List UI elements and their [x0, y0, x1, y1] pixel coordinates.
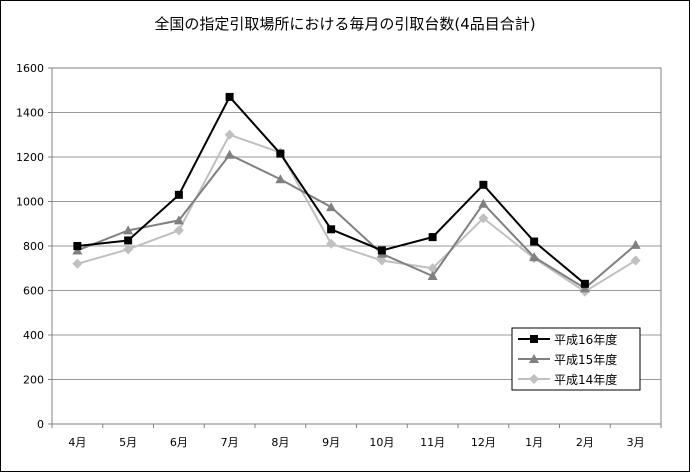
series-square — [73, 92, 589, 288]
legend-item: 平成15年度 — [518, 352, 617, 367]
y-tick-label: 600 — [23, 285, 44, 298]
data-point-triangle — [478, 198, 489, 208]
data-point-diamond — [123, 244, 134, 255]
y-tick-label: 1000 — [16, 196, 44, 209]
x-tick-label: 12月 — [471, 436, 496, 449]
chart-title: 全国の指定引取場所における毎月の引取台数(4品目合計) — [154, 15, 535, 33]
y-tick-label: 1200 — [16, 151, 44, 164]
data-point-triangle — [123, 225, 134, 235]
data-point-triangle — [529, 354, 539, 363]
y-tick-label: 400 — [23, 329, 44, 342]
data-point-square — [327, 225, 336, 234]
data-point-square — [377, 246, 386, 255]
y-tick-label: 0 — [37, 418, 44, 431]
x-tick-label: 11月 — [420, 436, 445, 449]
legend-label: 平成15年度 — [554, 352, 617, 367]
data-point-diamond — [376, 255, 387, 266]
x-tick-label: 7月 — [221, 436, 239, 449]
legend-item: 平成16年度 — [518, 332, 617, 347]
x-tick-label: 10月 — [369, 436, 394, 449]
series-line — [77, 133, 637, 293]
data-point-triangle — [275, 174, 286, 184]
data-point-diamond — [173, 225, 184, 236]
series-triangle — [72, 149, 641, 293]
x-tick-label: 3月 — [627, 436, 645, 449]
data-point-diamond — [72, 258, 83, 269]
data-point-square — [174, 190, 183, 199]
data-point-diamond — [224, 129, 235, 140]
x-tick-label: 9月 — [322, 436, 340, 449]
x-tick-label: 8月 — [271, 436, 289, 449]
x-tick-label: 2月 — [576, 436, 594, 449]
y-tick-label: 1400 — [16, 107, 44, 120]
series-group — [72, 92, 641, 297]
data-point-square — [580, 279, 589, 288]
x-tick-label: 6月 — [170, 436, 188, 449]
y-tick-label: 1600 — [16, 62, 44, 75]
data-point-triangle — [427, 271, 438, 281]
data-point-triangle — [529, 252, 540, 262]
data-point-square — [73, 242, 82, 250]
data-point-square — [124, 236, 133, 245]
y-axis: 0 200 400 600 800 1000 1200 1400 1600 — [16, 62, 52, 431]
gridlines — [52, 112, 661, 380]
x-tick-label: 1月 — [525, 436, 543, 449]
data-point-triangle — [326, 202, 337, 212]
data-point-triangle — [630, 239, 641, 249]
data-point-square — [530, 335, 538, 343]
x-tick-label: 4月 — [68, 436, 86, 449]
legend-label: 平成14年度 — [554, 372, 617, 387]
data-point-square — [276, 149, 285, 158]
data-point-square — [428, 233, 437, 242]
y-tick-label: 800 — [23, 240, 44, 253]
data-point-triangle — [173, 215, 184, 225]
data-point-square — [225, 92, 234, 101]
legend-item: 平成14年度 — [518, 372, 617, 387]
legend-label: 平成16年度 — [554, 332, 617, 347]
data-point-square — [530, 237, 539, 246]
data-point-diamond — [630, 255, 641, 266]
data-point-diamond — [478, 213, 489, 224]
x-tick-label: 5月 — [119, 436, 137, 449]
data-point-square — [479, 180, 488, 189]
data-point-diamond — [529, 374, 539, 384]
series-line — [77, 153, 637, 290]
x-axis: 4月 5月 6月 7月 8月 9月 10月 11月 12月 1月 2月 3月 — [51, 424, 662, 449]
data-point-diamond — [326, 238, 337, 249]
series-line — [77, 95, 586, 285]
data-point-triangle — [224, 149, 235, 159]
y-tick-label: 200 — [23, 374, 44, 387]
